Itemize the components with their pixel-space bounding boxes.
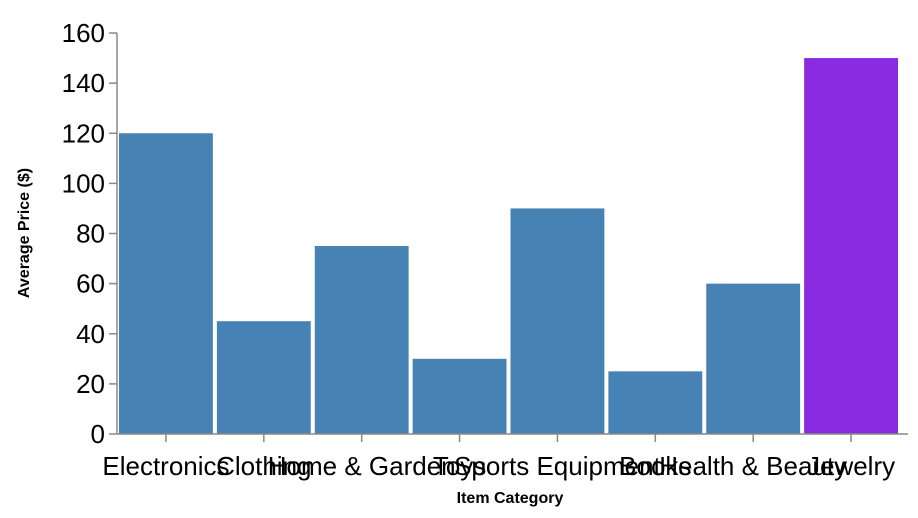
y-tick-label: 100 (62, 168, 105, 198)
y-tick-label: 60 (76, 269, 105, 299)
y-tick-label: 80 (76, 219, 105, 249)
bar-books (608, 371, 703, 434)
x-tick-label: Health & Beauty (659, 451, 847, 481)
y-tick-label: 160 (62, 18, 105, 48)
bar-sports-equipment (510, 208, 605, 434)
x-tick-label: Electronics (102, 451, 229, 481)
bar-home-garden (314, 246, 409, 434)
x-tick-label: Sports Equipment (454, 451, 661, 481)
y-tick-label: 20 (76, 369, 105, 399)
y-axis: 0 20 40 60 80 100 120 140 160 (62, 18, 118, 449)
x-tick-label: Books (619, 451, 691, 481)
x-axis-title: Item Category (457, 490, 564, 507)
bar-health-beauty (706, 283, 801, 434)
x-tick-label: Home & Garden (268, 451, 456, 481)
bars-group (119, 58, 898, 434)
x-tick-label: Clothing (216, 451, 311, 481)
bar-electronics (119, 133, 213, 434)
bar-jewelry (804, 58, 898, 434)
bar-clothing (216, 321, 311, 434)
x-tick-label: Jewelry (807, 451, 895, 481)
y-tick-label: 120 (62, 118, 105, 148)
y-tick-label: 0 (91, 419, 105, 449)
bar-toys (412, 358, 507, 434)
y-tick-label: 40 (76, 319, 105, 349)
x-tick-label: Toys (433, 451, 486, 481)
y-axis-title: Average Price ($) (16, 168, 33, 298)
y-tick-label: 140 (62, 68, 105, 98)
